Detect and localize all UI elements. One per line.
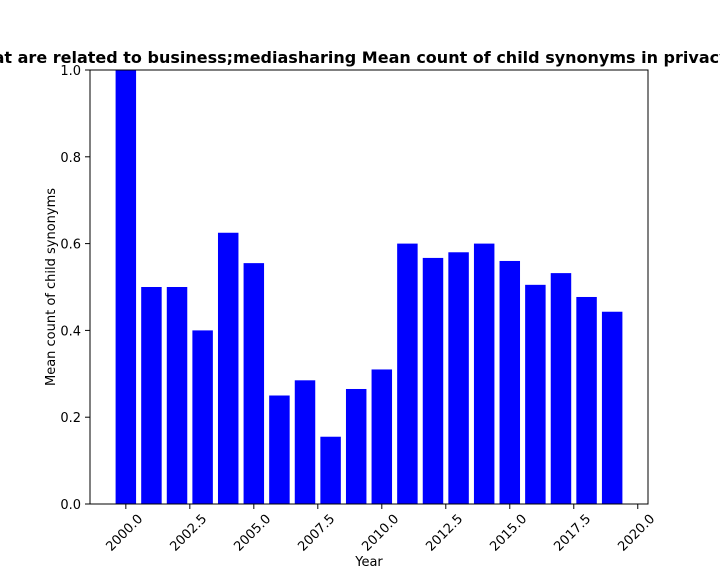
bar-2017 [550, 273, 572, 504]
bar-2012 [422, 257, 444, 504]
y-axis-label: Mean count of child synonyms [44, 188, 59, 386]
x-tick-label: 2020.0 [615, 512, 658, 555]
bar-2002 [166, 287, 188, 504]
y-tick-label: 0.2 [60, 411, 81, 426]
x-tick-label: 2012.5 [423, 512, 466, 555]
bar-2005 [243, 263, 265, 504]
bar-2011 [397, 243, 418, 504]
bar-2019 [601, 311, 623, 504]
bar-2018 [576, 296, 597, 504]
chart-title: Mean count of child synonyms in privacy … [0, 48, 720, 67]
bar-2013 [448, 252, 469, 504]
x-tick-label: 2007.5 [295, 512, 338, 555]
bar-2003 [192, 330, 213, 504]
bar-2006 [269, 395, 290, 504]
y-tick-label: 0.6 [60, 238, 81, 253]
y-tick-label: 0.4 [60, 324, 81, 339]
x-tick-label: 2000.0 [103, 512, 146, 555]
x-tick-label: 2005.0 [231, 512, 274, 555]
x-axis-label: Year [354, 555, 383, 570]
x-axis-ticks: 2000.0 2002.5 2005.0 2007.5 2010.0 2012.5 2015… [103, 504, 658, 555]
bar-2016 [525, 284, 546, 504]
bar-2015 [499, 260, 521, 504]
bar-2010 [371, 369, 393, 504]
bar-2004 [217, 232, 239, 504]
bar-2009 [345, 388, 367, 504]
y-axis-ticks: 0.0 0.2 0.4 0.6 0.8 1.0 [60, 64, 90, 513]
bar-2007 [294, 380, 316, 504]
x-tick-label: 2002.5 [167, 512, 210, 555]
bars-group [115, 70, 623, 504]
x-tick-label: 2017.5 [551, 512, 594, 555]
bar-2014 [473, 243, 495, 504]
x-tick-label: 2015.0 [487, 512, 530, 555]
y-tick-label: 1.0 [60, 64, 81, 79]
y-tick-label: 0.0 [60, 498, 81, 513]
y-tick-label: 0.8 [60, 151, 81, 166]
bar-2001 [141, 287, 162, 504]
plot-frame [89, 69, 649, 505]
bar-2008 [320, 436, 341, 504]
bar-2000 [115, 70, 137, 504]
x-tick-label: 2010.0 [359, 512, 402, 555]
